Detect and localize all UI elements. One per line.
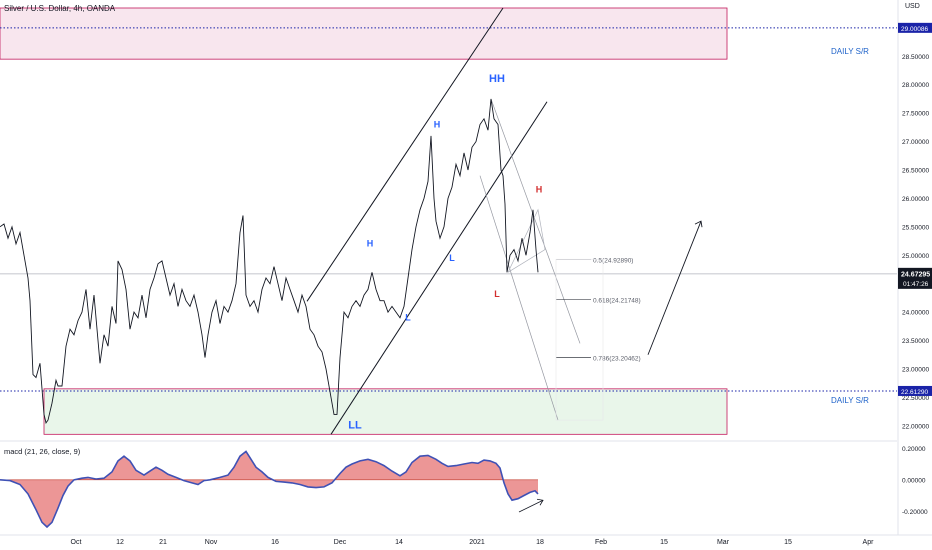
fib-level-label: 0.786(23.20462) [593,355,641,362]
sr-price-tag-top-label: 29.00086 [901,26,928,33]
price-line [0,98,539,424]
channel-upper-line [306,7,504,302]
macd-y-tick-label: -0.20000 [902,509,928,516]
daily-sr-label: DAILY S/R [831,47,869,56]
macd-y-tick-label: 0.20000 [902,446,926,453]
y-tick-label: 25.50000 [902,224,929,231]
y-tick-label: 22.00000 [902,423,929,430]
support-zone [43,388,728,435]
currency-label: USD [905,3,920,10]
projection-arrow [647,220,702,355]
pivot-label-l: L [494,289,500,299]
channel-lower-line [330,101,548,435]
daily-sr-label: DAILY S/R [831,396,869,405]
divergence-arrow [518,499,544,513]
x-tick-label: Feb [595,539,607,546]
y-tick-label: 23.00000 [902,366,929,373]
y-tick-label: 25.00000 [902,253,929,260]
chart-title: Silver / U.S. Dollar, 4h, OANDA [4,4,116,13]
fib-level-label: 0.5(24.92890) [593,257,633,264]
divergence-arrow-head [536,498,544,506]
pattern-triangle [507,208,546,273]
current-price-tag [898,267,932,289]
macd-line [0,450,539,529]
y-tick-label: 26.00000 [902,196,929,203]
y-tick-label: 27.00000 [902,139,929,146]
sr-price-tag-top [898,22,932,33]
current-price-label: 24.67295 [901,271,930,278]
pivot-label-h: H [536,185,543,195]
projection-arrow-head [694,220,703,228]
sr-price-tag-bottom [898,385,932,396]
countdown-label: 01:47:26 [903,281,929,288]
x-tick-label: 15 [660,539,668,546]
pivot-label-l: L [405,313,411,323]
down-trend-line [490,98,581,344]
x-tick-label: 2021 [469,539,485,546]
x-tick-label: 14 [395,539,403,546]
x-tick-label: 21 [159,539,167,546]
fib-level-label: 0.618(24.21748) [593,298,641,305]
resistance-zone [0,7,728,60]
x-tick-label: 12 [116,539,124,546]
sr-price-tag-bottom-label: 22.61290 [901,389,928,396]
y-tick-label: 27.50000 [902,111,929,118]
x-tick-label: 16 [271,539,279,546]
fib-box [555,258,604,421]
pivot-label-h: H [434,119,441,129]
pivot-label-l: L [449,253,455,263]
y-tick-label: 23.50000 [902,338,929,345]
pivot-label-h: H [367,239,374,249]
macd-y-tick-label: 0.00000 [902,477,926,484]
y-tick-label: 28.00000 [902,82,929,89]
x-tick-label: Dec [334,539,347,546]
x-tick-label: Mar [717,539,730,546]
down-trend-line [479,175,559,421]
x-tick-label: 18 [536,539,544,546]
x-tick-label: 15 [784,539,792,546]
y-tick-label: 22.50000 [902,395,929,402]
macd-title: macd (21, 26, close, 9) [4,447,81,456]
macd-histogram-area [0,451,538,527]
pivot-label-hh: HH [489,73,505,85]
pivot-label-ll: LL [348,420,362,432]
y-tick-label: 24.00000 [902,310,929,317]
x-tick-label: Apr [863,539,875,546]
x-tick-label: Oct [71,539,82,546]
x-tick-label: Nov [205,539,218,546]
y-tick-label: 26.50000 [902,168,929,175]
y-tick-label: 28.50000 [902,54,929,61]
